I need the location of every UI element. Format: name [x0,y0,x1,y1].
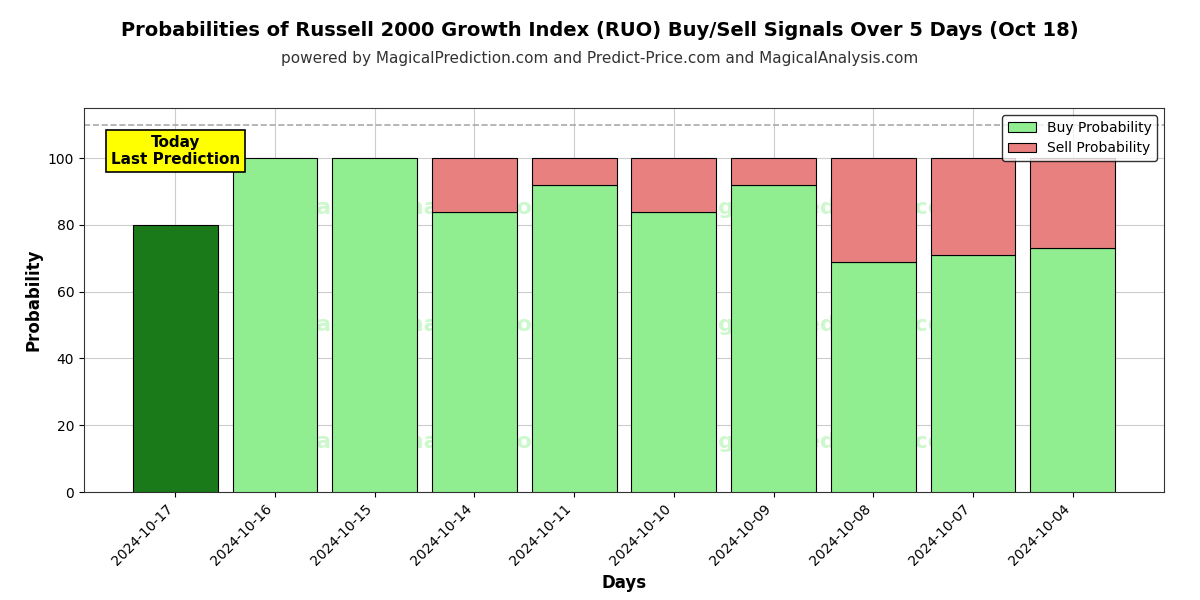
Bar [233,158,318,492]
Bar [1030,158,1115,248]
Bar [830,158,916,262]
Bar [532,158,617,185]
Text: MagicalAnalysis.com: MagicalAnalysis.com [294,432,556,452]
Bar [631,212,716,492]
Bar [830,262,916,492]
Text: MagicalPrediction.com: MagicalPrediction.com [680,315,966,335]
Bar [332,158,418,492]
Bar [532,185,617,492]
Text: Probabilities of Russell 2000 Growth Index (RUO) Buy/Sell Signals Over 5 Days (O: Probabilities of Russell 2000 Growth Ind… [121,21,1079,40]
Text: powered by MagicalPrediction.com and Predict-Price.com and MagicalAnalysis.com: powered by MagicalPrediction.com and Pre… [281,51,919,66]
Text: MagicalPrediction.com: MagicalPrediction.com [680,198,966,218]
Bar [133,225,218,492]
Legend: Buy Probability, Sell Probability: Buy Probability, Sell Probability [1002,115,1157,161]
Bar [930,255,1015,492]
Bar [731,158,816,185]
Bar [432,212,517,492]
Text: MagicalAnalysis.com: MagicalAnalysis.com [294,198,556,218]
Bar [1030,248,1115,492]
Text: MagicalAnalysis.com: MagicalAnalysis.com [294,315,556,335]
X-axis label: Days: Days [601,574,647,592]
Text: Today
Last Prediction: Today Last Prediction [110,135,240,167]
Bar [731,185,816,492]
Text: MagicalPrediction.com: MagicalPrediction.com [680,432,966,452]
Bar [432,158,517,212]
Bar [930,158,1015,255]
Bar [631,158,716,212]
Y-axis label: Probability: Probability [24,249,42,351]
